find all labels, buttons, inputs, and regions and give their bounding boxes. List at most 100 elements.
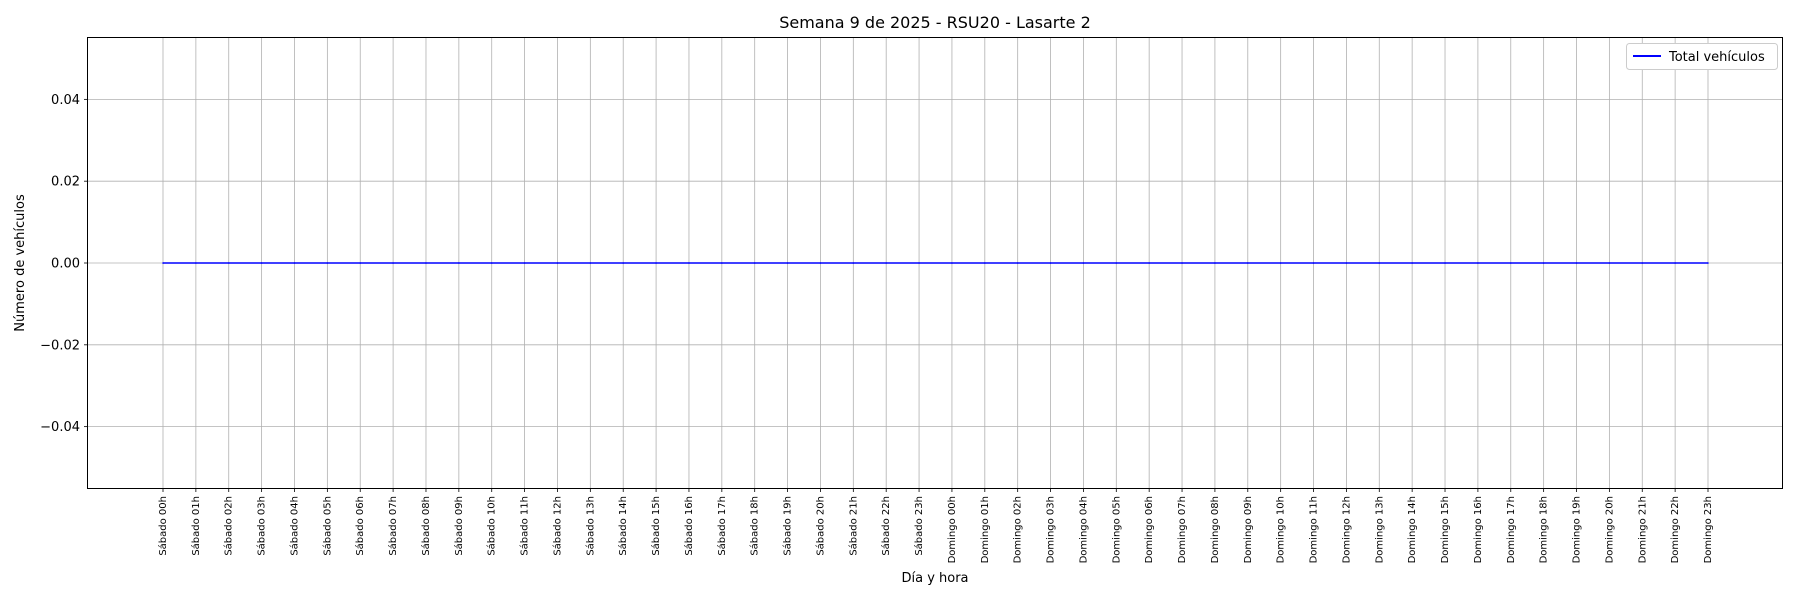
data-point [458,262,460,264]
x-tick-label: Sábado 17h [716,496,728,556]
data-point [1378,262,1381,264]
x-axis-label: Día y hora [901,571,968,586]
data-point [622,262,625,264]
data-point [819,262,822,264]
x-tick-label: Sábado 03h [256,496,268,556]
data-point [688,262,690,264]
x-tick-label: Sábado 16h [683,496,695,556]
x-tick-label: Sábado 10h [486,496,498,556]
x-tick-label: Domingo 14h [1407,496,1418,563]
x-tick-label: Domingo 05h [1111,496,1122,563]
x-tick-label: Domingo 06h [1144,496,1155,563]
data-point [523,262,526,264]
x-tick-label: Domingo 01h [980,496,991,563]
legend-label: Total vehículos [1668,50,1765,65]
x-tick-label: Domingo 09h [1243,496,1254,563]
x-tick-label: Domingo 11h [1309,496,1320,563]
data-point [1312,262,1315,264]
data-point [1575,262,1578,264]
x-tick-label: Sábado 11h [519,496,531,556]
data-point [1542,262,1545,264]
data-point [721,262,723,264]
x-tick-label: Domingo 16h [1473,496,1484,563]
x-tick-label: Domingo 07h [1177,496,1188,563]
data-point [1181,262,1183,264]
x-tick-label: Sábado 14h [617,496,629,556]
x-tick-label: Domingo 02h [1013,496,1024,563]
x-tick-label: Domingo 20h [1604,496,1615,563]
data-point [425,262,427,264]
data-point [1246,262,1249,264]
x-tick-label: Sábado 09h [453,496,465,556]
data-point [852,262,855,264]
data-point [260,262,263,264]
x-tick-label: Domingo 12h [1341,496,1352,563]
data-point [359,262,362,264]
legend: Total vehículos [1626,43,1778,70]
data-point [885,262,887,264]
data-point [1345,262,1348,264]
y-axis: −0.04 −0.02 0.00 0.02 0.04 [40,93,88,435]
data-point [1082,262,1085,264]
data-point [227,262,230,264]
x-tick-label: Domingo 10h [1276,496,1287,563]
data-point [1148,262,1150,264]
data-point [1608,262,1611,264]
x-tick-label: Sábado 07h [387,496,399,556]
data-point [918,262,920,264]
x-tick-label: Sábado 23h [913,496,925,556]
x-tick-label: Domingo 21h [1637,496,1648,563]
data-point [162,262,164,264]
data-point [753,262,756,264]
x-tick-label: Sábado 00h [157,496,169,556]
x-tick-label: Domingo 22h [1670,496,1681,563]
x-tick-label: Sábado 18h [749,496,761,556]
chart-title: Semana 9 de 2025 - RSU20 - Lasarte 2 [779,13,1091,32]
y-axis-label: Número de vehículos [13,194,28,332]
x-tick-label: Sábado 13h [584,496,596,556]
data-point [786,262,789,264]
data-point [1444,262,1446,264]
x-tick-label: Sábado 02h [223,496,235,556]
data-point [655,262,657,264]
data-point [293,262,296,264]
data-point [1674,262,1676,264]
x-tick-label: Sábado 08h [420,496,432,556]
data-point [1016,262,1019,264]
data-point [1477,262,1479,264]
x-tick-label: Domingo 13h [1374,496,1385,563]
x-tick-label: Domingo 00h [947,496,958,563]
x-tick-label: Sábado 19h [782,496,794,556]
x-tick-label: Domingo 19h [1572,496,1583,563]
series-layer [162,262,1709,264]
data-point [984,262,986,264]
data-point [1214,262,1216,264]
data-point [951,262,953,264]
y-tick-label: −0.04 [40,420,80,435]
data-point [1049,262,1052,264]
x-tick-label: Domingo 23h [1703,496,1714,563]
x-tick-label: Domingo 08h [1210,496,1221,563]
x-tick-label: Sábado 20h [814,496,826,556]
data-point [392,262,394,264]
x-tick-label: Domingo 03h [1046,496,1057,563]
x-tick-label: Sábado 22h [880,496,892,556]
x-tick-label: Sábado 01h [190,496,202,556]
x-tick-label: Domingo 17h [1506,496,1517,563]
y-tick-label: 0.02 [51,175,80,190]
x-tick-label: Sábado 06h [354,496,366,556]
data-point [326,262,329,264]
data-point [1411,262,1413,264]
data-point [589,262,592,264]
data-point [490,262,493,264]
y-tick-label: 0.04 [51,93,80,108]
x-tick-label: Sábado 04h [288,496,300,556]
x-tick-label: Domingo 18h [1539,496,1550,563]
legend-box [1626,43,1778,70]
y-tick-label: −0.02 [40,338,80,353]
data-point [1641,262,1644,264]
x-tick-label: Sábado 15h [650,496,662,556]
data-point [1279,262,1282,264]
data-point [195,262,197,264]
